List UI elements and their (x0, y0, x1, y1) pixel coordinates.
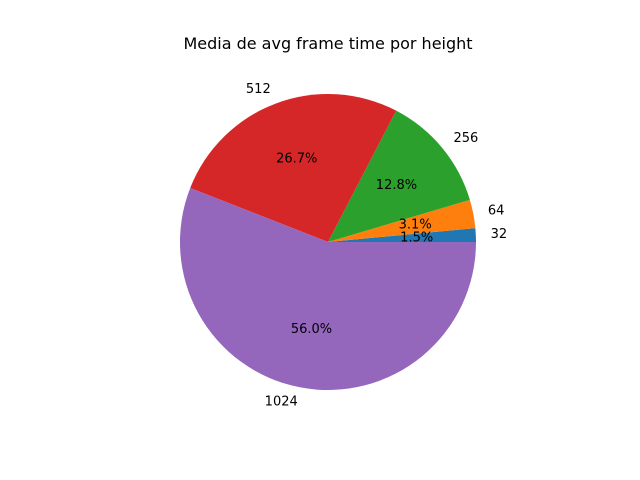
pie-slice-512 (190, 93, 397, 242)
pie-slices (180, 93, 476, 390)
slice-percent-512: 26.7% (276, 151, 317, 166)
slice-label-512: 512 (246, 82, 271, 97)
pie-slice-1024 (180, 188, 476, 390)
pie-slice-64 (328, 199, 476, 242)
slice-percent-1024: 56.0% (291, 322, 332, 337)
pie-slice-32 (328, 228, 476, 242)
chart-title: Media de avg frame time por height (183, 34, 472, 53)
pie-labels: 32 1.5% 64 3.1% 256 12.8% 512 26.7% 1024 56.0% (246, 82, 507, 409)
pie-slice-256 (328, 110, 470, 242)
slice-percent-64: 3.1% (399, 218, 432, 233)
slice-label-32: 32 (491, 227, 508, 242)
slice-label-64: 64 (488, 204, 505, 219)
slice-percent-256: 12.8% (376, 178, 417, 193)
slice-label-256: 256 (454, 131, 479, 146)
slice-label-1024: 1024 (265, 394, 298, 409)
slice-percent-32: 1.5% (400, 230, 433, 245)
